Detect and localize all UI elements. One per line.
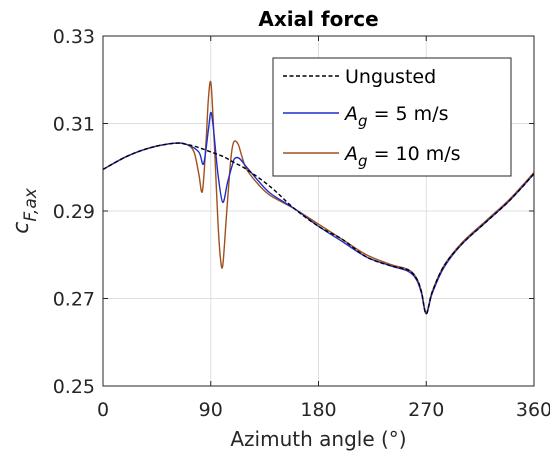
x-tick-label: 360 — [516, 399, 550, 421]
chart-title: Axial force — [258, 7, 378, 31]
x-tick-label: 270 — [408, 399, 444, 421]
y-tick-label: 0.25 — [53, 376, 95, 398]
legend: Ungusted Ag = 5 m/s Ag = 10 m/s — [272, 57, 512, 177]
y-tick-label: 0.31 — [53, 114, 95, 136]
y-axis-label-subscript: F,ax — [21, 187, 41, 221]
series-layer — [103, 80, 534, 315]
axis-ticks — [102, 35, 535, 387]
x-tick-label: 180 — [300, 399, 336, 421]
x-tick-label: 90 — [199, 399, 223, 421]
y-axis-label-main: c — [9, 222, 34, 234]
x-axis-label: Azimuth angle (°) — [230, 427, 406, 451]
y-tick-label: 0.29 — [53, 201, 95, 223]
series-line-0 — [103, 142, 534, 315]
y-axis-label: cF,ax — [9, 187, 41, 234]
y-tick-label: 0.27 — [53, 289, 95, 311]
tick-labels: 0 90 180 270 360 0.25 0.27 0.29 0.31 0.33 — [53, 26, 550, 421]
legend-label-1: Ag = 5 m/s — [343, 103, 448, 130]
legend-label-2: Ag = 10 m/s — [343, 143, 461, 170]
y-tick-label: 0.33 — [53, 26, 95, 48]
x-tick-label: 0 — [97, 399, 109, 421]
legend-box — [272, 57, 512, 177]
legend-label-0: Ungusted — [345, 66, 436, 88]
